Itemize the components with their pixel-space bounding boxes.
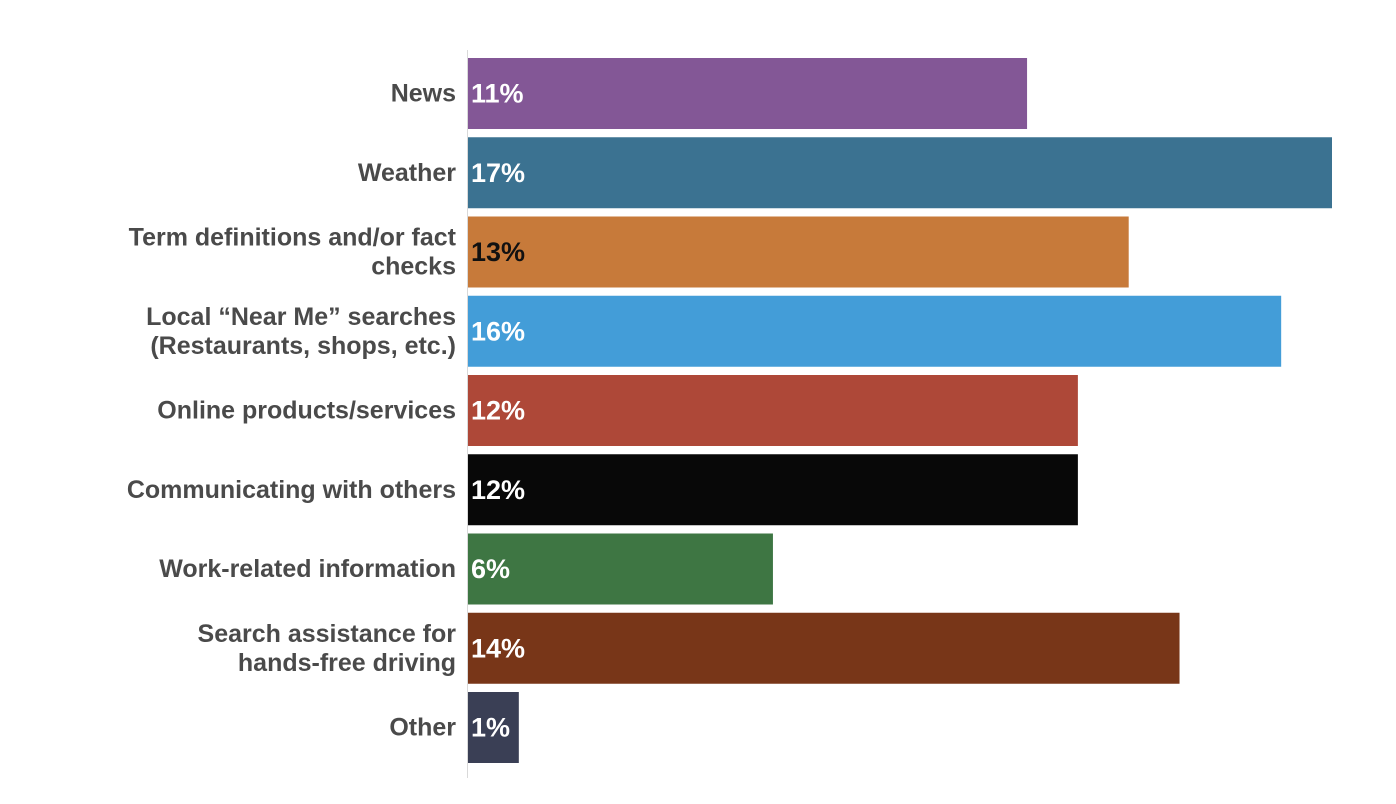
category-label-line: Local “Near Me” searches [146,303,456,331]
category-label-line: Search assistance for [198,620,457,648]
category-label: Search assistance for hands-free driving [198,620,457,677]
bar-value-label: 1% [471,713,510,743]
category-label: Work-related information [159,555,456,583]
category-label: Other [389,714,456,742]
bar-value-label: 11% [471,79,524,109]
bar-value-label: 17% [471,158,525,188]
bar [468,295,1282,367]
category-label: Online products/services [157,397,456,425]
bar-value-label: 6% [471,554,510,584]
bars-group: 11% News 17% Weather 13% Term definitions and… [127,58,1332,763]
bar-value-label: 13% [471,237,525,267]
category-label-line: Term definitions and/or fact [129,224,457,252]
bar [468,533,773,605]
bar [468,692,519,763]
bar [468,454,1078,526]
bar [468,216,1129,288]
bar-value-label: 12% [471,396,525,426]
category-label: Communicating with others [127,476,456,504]
category-label-line: hands-free driving [238,649,456,677]
category-label-line: Weather [358,159,456,187]
category-label-line: Communicating with others [127,476,456,504]
category-label-line: Online products/services [157,397,456,425]
bar-value-label: 16% [471,316,525,346]
bar [468,375,1078,446]
category-label-line: Work-related information [159,555,456,583]
category-label-line: checks [371,253,456,281]
bar [468,58,1028,129]
category-label: Local “Near Me” searches (Restaurants, sh… [146,303,456,360]
category-label: Weather [358,159,456,187]
category-label-line: (Restaurants, shops, etc.) [150,332,456,360]
bar [468,137,1332,209]
category-label: News [391,80,456,108]
category-label-line: Other [389,714,456,742]
bar [468,612,1180,684]
category-label-line: News [391,80,456,108]
bar-value-label: 12% [471,475,525,505]
category-label: Term definitions and/or fact checks [129,224,457,281]
bar-value-label: 14% [471,633,525,663]
